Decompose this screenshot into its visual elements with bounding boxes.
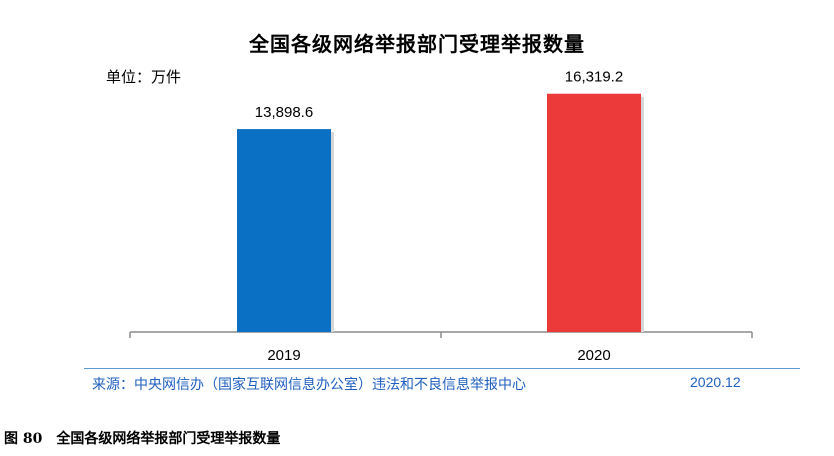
- figure-number: 图 80: [4, 431, 43, 447]
- unit-label: 单位：万件: [106, 69, 182, 86]
- chart-title: 全国各级网络举报部门受理举报数量: [249, 34, 585, 56]
- x-tick-label-2020: 2020: [577, 347, 610, 364]
- source-text: 来源：中央网信办（国家互联网信息办公室）违法和不良信息举报中心: [92, 376, 526, 392]
- data-label-2019: 13,898.6: [255, 104, 313, 121]
- data-label-2020: 16,319.2: [565, 69, 623, 86]
- figure-caption-text: 全国各级网络举报部门受理举报数量: [56, 431, 281, 447]
- source-divider: [84, 368, 800, 369]
- bar-2019: [237, 129, 331, 332]
- bar-chart: 13,898.6 2019 16,319.2 2020: [129, 69, 753, 364]
- source-date: 2020.12: [690, 374, 741, 390]
- figure-caption: 图 80 全国各级网络举报部门受理举报数量: [4, 428, 280, 448]
- x-tick-label-2019: 2019: [267, 347, 300, 364]
- bar-2020: [547, 93, 641, 332]
